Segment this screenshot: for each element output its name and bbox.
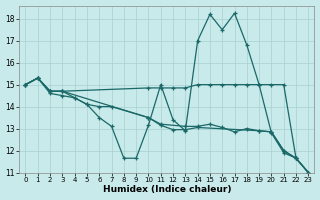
- X-axis label: Humidex (Indice chaleur): Humidex (Indice chaleur): [103, 185, 231, 194]
